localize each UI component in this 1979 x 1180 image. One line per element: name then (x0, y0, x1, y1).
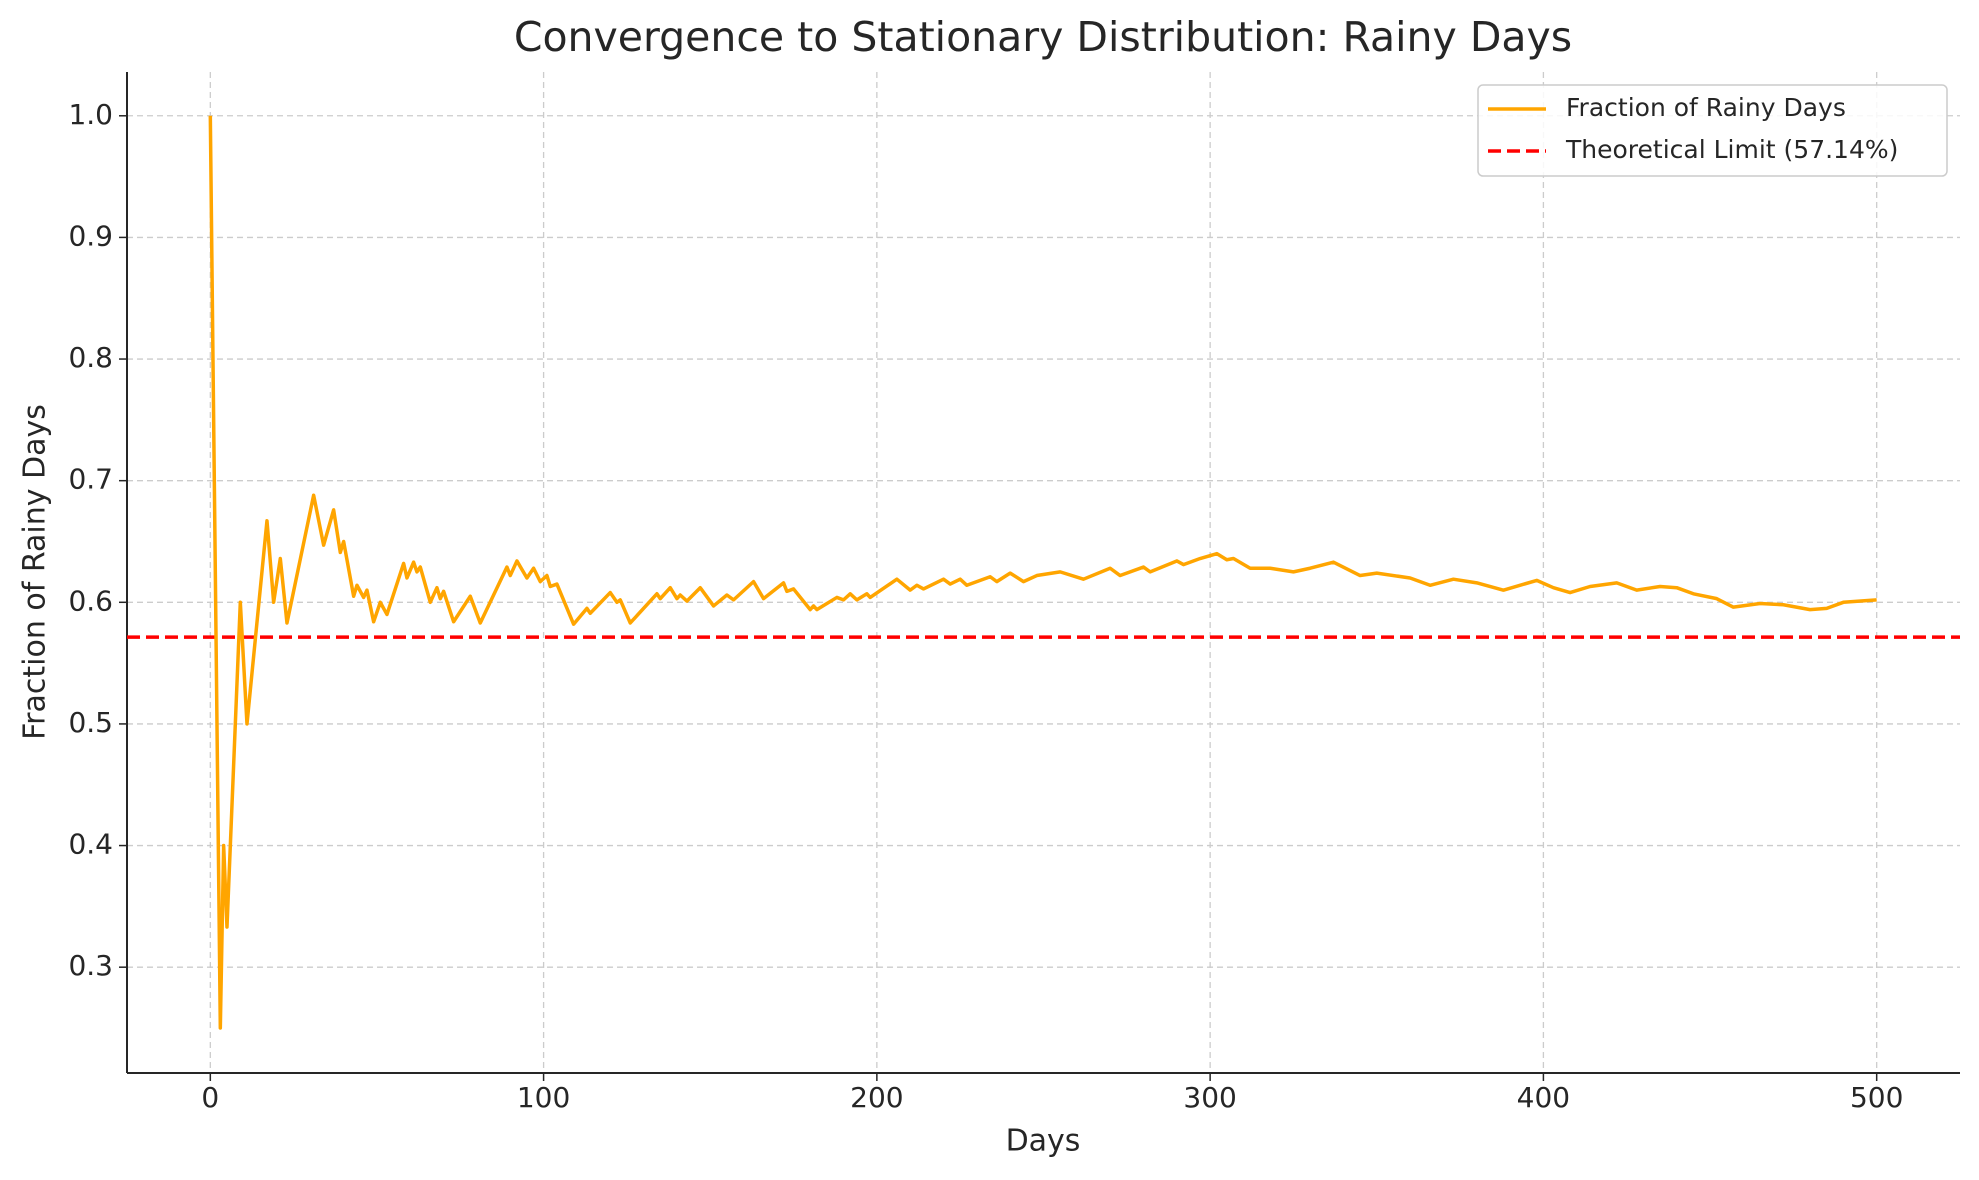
legend-label: Theoretical Limit (57.14%) (1565, 135, 1898, 164)
y-tick-label: 0.8 (68, 341, 113, 374)
x-tick-label: 500 (1850, 1081, 1903, 1114)
legend-label: Fraction of Rainy Days (1566, 93, 1846, 122)
chart-title: Convergence to Stationary Distribution: … (514, 13, 1572, 61)
x-tick-label: 0 (201, 1081, 219, 1114)
y-tick-label: 0.6 (68, 584, 113, 617)
y-tick-label: 1.0 (68, 98, 113, 131)
x-tick-label: 400 (1517, 1081, 1570, 1114)
legend-box (1477, 84, 1948, 177)
x-tick-label: 300 (1183, 1081, 1236, 1114)
y-tick-label: 0.5 (68, 706, 113, 739)
y-tick-label: 0.7 (68, 463, 113, 496)
y-tick-label: 0.3 (68, 949, 113, 982)
y-tick-label: 0.9 (68, 219, 113, 252)
x-tick-label: 200 (850, 1081, 903, 1114)
y-tick-label: 0.4 (68, 828, 113, 861)
x-axis-label: Days (1006, 1124, 1081, 1159)
data-line (208, 115, 1877, 1030)
y-axis-label: Fraction of Rainy Days (18, 404, 53, 740)
x-tick-label: 100 (517, 1081, 570, 1114)
